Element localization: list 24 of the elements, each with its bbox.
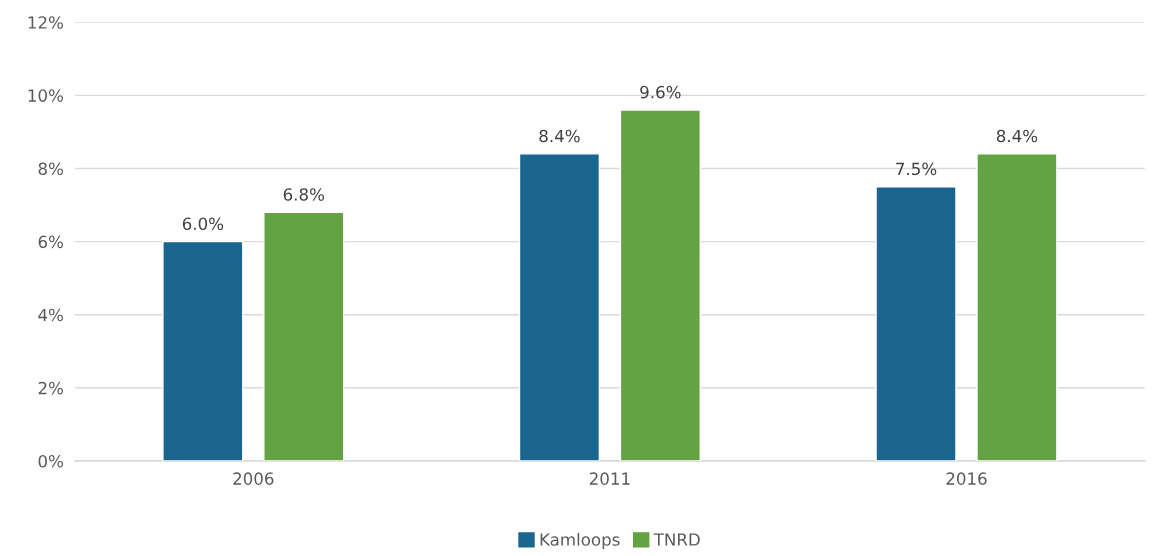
y-tick-label: 8% bbox=[38, 162, 63, 176]
y-tick-label: 0% bbox=[38, 454, 63, 468]
bar bbox=[162, 240, 244, 461]
legend-label: Kamloops bbox=[540, 532, 620, 550]
legend-label: TNRD bbox=[653, 533, 700, 546]
data-label: 8.4% bbox=[539, 129, 580, 143]
data-label: 7.5% bbox=[896, 162, 937, 176]
x-tick-label: 2016 bbox=[946, 472, 987, 485]
y-tick-label: 4% bbox=[38, 308, 63, 322]
x-tick-label: 2006 bbox=[233, 472, 274, 485]
x-tick-label: 2011 bbox=[589, 472, 630, 485]
y-tick-label: 2% bbox=[38, 381, 63, 395]
data-label: 6.0% bbox=[182, 217, 224, 231]
data-label: 6.8% bbox=[283, 188, 325, 201]
bar bbox=[875, 186, 957, 461]
data-label: 8.4% bbox=[996, 129, 1038, 143]
data-label: 9.6% bbox=[640, 85, 681, 99]
bar bbox=[976, 153, 1058, 461]
y-tick-label: 10% bbox=[28, 89, 63, 102]
bar bbox=[263, 211, 345, 461]
bar bbox=[518, 153, 601, 461]
bar bbox=[619, 109, 701, 461]
y-tick-label: 6% bbox=[38, 235, 63, 249]
y-tick-label: 12% bbox=[28, 16, 63, 29]
